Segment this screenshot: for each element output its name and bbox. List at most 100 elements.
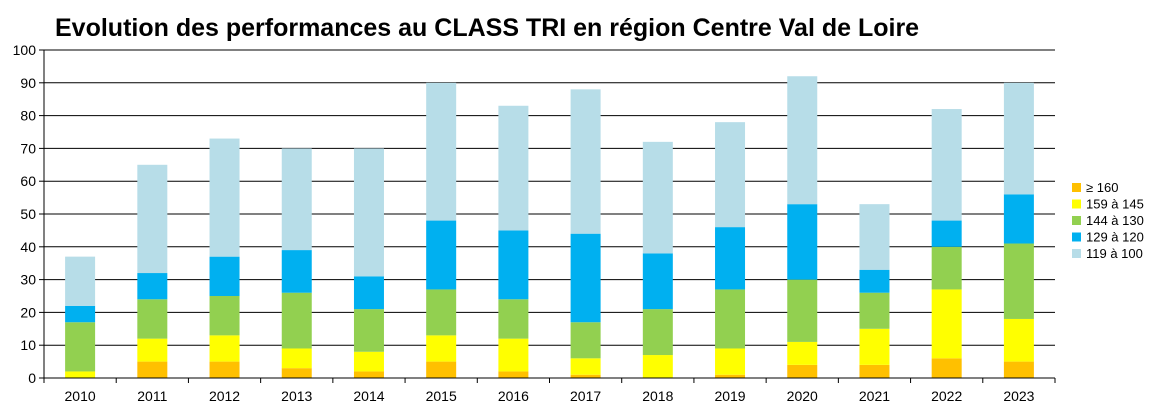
bar-segment [931, 358, 962, 378]
legend-swatch [1072, 183, 1081, 192]
bar-segment [65, 371, 96, 378]
bar-segment [642, 253, 673, 310]
y-tick-label: 80 [20, 108, 36, 124]
bar-segment [281, 250, 312, 293]
y-tick-label: 10 [20, 337, 36, 353]
y-tick-label: 100 [13, 42, 37, 58]
bar-segment [137, 273, 168, 300]
bar-segment [570, 233, 601, 323]
legend-label: 129 à 120 [1086, 230, 1144, 245]
x-tick-label: 2021 [859, 388, 890, 404]
bar-segment [715, 289, 746, 349]
bar-segment [498, 230, 529, 300]
x-tick-label: 2019 [714, 388, 745, 404]
legend-label: 159 à 145 [1086, 197, 1144, 212]
bar-segment [281, 148, 312, 251]
bar-segment [353, 371, 384, 378]
bar-segment [570, 358, 601, 375]
bars-layer [65, 76, 1034, 378]
bar-segment [498, 371, 529, 378]
bar-segment [715, 122, 746, 228]
bar-segment [137, 338, 168, 362]
bar-segment [787, 204, 818, 280]
x-tick-label: 2013 [281, 388, 312, 404]
bar-segment [859, 364, 890, 378]
bar-segment [642, 309, 673, 356]
bar-segment [426, 82, 457, 221]
legend-label: 144 à 130 [1086, 213, 1144, 228]
bar-segment [137, 299, 168, 339]
x-tick-label: 2015 [426, 388, 457, 404]
x-tick-label: 2014 [353, 388, 384, 404]
y-tick-label: 70 [20, 140, 36, 156]
x-tick-label: 2017 [570, 388, 601, 404]
bar-segment [570, 374, 601, 378]
bar-segment [353, 276, 384, 310]
bar-segment [353, 148, 384, 277]
grid-layer [44, 49, 1055, 346]
bar-segment [570, 89, 601, 234]
bar-segment [209, 256, 240, 296]
bar-segment [498, 299, 529, 339]
bar-segment [281, 348, 312, 369]
bar-segment [715, 227, 746, 290]
x-tick-label: 2012 [209, 388, 240, 404]
y-tick-label: 40 [20, 239, 36, 255]
x-tick-label: 2010 [65, 388, 96, 404]
bar-segment [787, 364, 818, 378]
bar-segment [1003, 361, 1034, 378]
bar-segment [787, 279, 818, 342]
bar-segment [1003, 318, 1034, 362]
bar-segment [209, 335, 240, 362]
x-tick-label: 2016 [498, 388, 529, 404]
bar-segment [281, 292, 312, 349]
bar-segment [65, 305, 96, 323]
y-tick-label: 50 [20, 206, 36, 222]
bar-segment [498, 105, 529, 231]
bar-segment [137, 361, 168, 378]
chart-title: Evolution des performances au CLASS TRI … [55, 14, 920, 42]
bar-segment [931, 109, 962, 221]
bar-segment [209, 296, 240, 336]
y-tick-label: 20 [20, 304, 36, 320]
bar-segment [353, 309, 384, 352]
legend-swatch [1072, 249, 1081, 258]
bar-segment [859, 204, 890, 270]
y-tick-label: 90 [20, 75, 36, 91]
legend-swatch [1072, 216, 1081, 225]
bar-segment [281, 368, 312, 378]
bar-segment [715, 374, 746, 378]
bar-segment [931, 220, 962, 247]
bar-segment [426, 289, 457, 336]
bar-segment [570, 322, 601, 359]
bar-segment [859, 269, 890, 293]
bar-segment [859, 328, 890, 365]
bar-segment [426, 335, 457, 362]
bar-segment [65, 322, 96, 372]
bar-segment [426, 220, 457, 290]
bar-segment [1003, 82, 1034, 195]
bar-segment [209, 138, 240, 257]
x-tick-label: 2018 [642, 388, 673, 404]
bar-segment [715, 348, 746, 375]
bar-segment [859, 292, 890, 329]
bar-segment [137, 164, 168, 274]
y-tick-label: 0 [28, 370, 36, 386]
y-tick-label: 60 [20, 173, 36, 189]
y-tick-label: 30 [20, 272, 36, 288]
bar-segment [787, 341, 818, 365]
bar-segment [1003, 194, 1034, 244]
legend-label: 119 à 100 [1086, 246, 1143, 261]
bar-segment [426, 361, 457, 378]
x-tick-label: 2022 [931, 388, 962, 404]
x-tick-label: 2023 [1003, 388, 1034, 404]
bar-segment [65, 256, 96, 306]
bar-segment [642, 355, 673, 378]
x-tick-label: 2020 [787, 388, 818, 404]
axis-layer: 0 10 20 30 40 50 60 70 80 90 100 2010 2011 2012 2013 20… [13, 42, 1056, 404]
bar-segment [353, 351, 384, 372]
legend-label: ≥ 160 [1086, 180, 1118, 195]
